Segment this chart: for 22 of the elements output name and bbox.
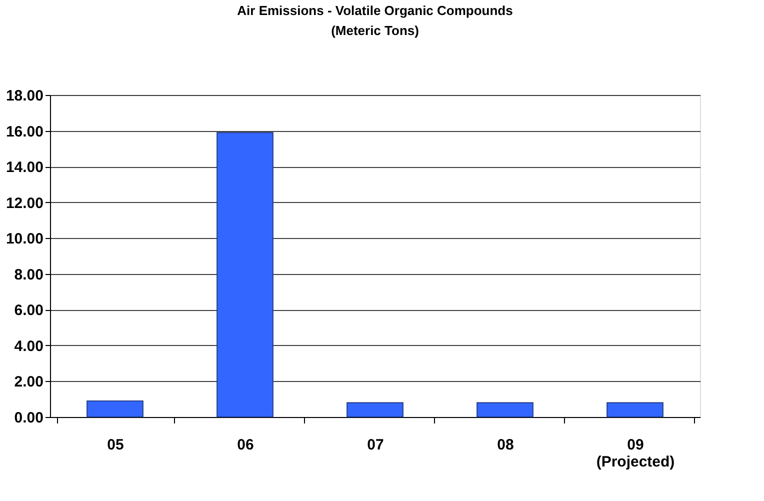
y-tick-label: 10.00	[6, 230, 44, 248]
x-tick-label: 07	[367, 436, 384, 454]
x-tick-label: 05	[107, 436, 124, 454]
bar	[476, 402, 534, 418]
y-tick-label: 6.00	[14, 302, 44, 320]
bar	[86, 400, 144, 418]
bar	[216, 132, 274, 418]
text: (Meteric Tons)	[331, 23, 419, 38]
text: Air Emissions - Volatile Organic Compounds	[237, 3, 513, 18]
y-tick-label: 14.00	[6, 159, 44, 176]
bar	[606, 402, 664, 418]
x-tick-label: 06	[237, 436, 254, 454]
y-tick-label: 0.00	[14, 410, 44, 426]
y-tick-label: 18.00	[6, 88, 44, 104]
x-tick-label: 08	[497, 436, 514, 454]
x-tick-label: 09 (Projected)	[596, 436, 675, 470]
y-tick-label: 4.00	[14, 338, 44, 355]
y-tick-label: 8.00	[14, 266, 44, 284]
y-tick-label: 12.00	[6, 194, 44, 212]
bar	[346, 402, 404, 418]
y-tick-label: 16.00	[6, 123, 44, 140]
y-tick-label: 2.00	[14, 374, 44, 391]
